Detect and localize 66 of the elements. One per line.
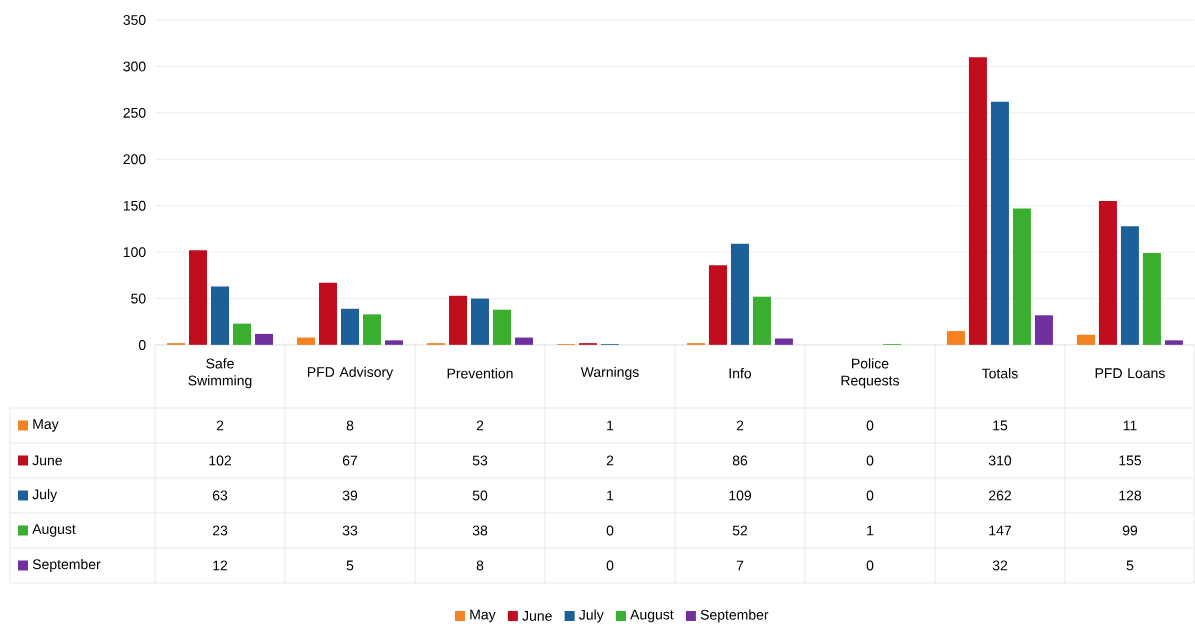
y-tick-label: 250 <box>123 107 146 118</box>
data-label: 5 <box>346 560 354 571</box>
x-tick-label: Safe Swimming <box>188 358 252 389</box>
x-tick-label: Warnings <box>580 366 639 380</box>
x-tick-label: Prevention <box>447 368 513 379</box>
data-label: 0 <box>606 560 614 571</box>
data-label: 102 <box>209 455 231 466</box>
data-label: 86 <box>732 455 748 466</box>
x-tick-label: PFD Advisory <box>307 366 394 380</box>
data-label: 53 <box>472 455 488 466</box>
data-label: 7 <box>736 560 744 571</box>
data-label: 2 <box>476 420 484 431</box>
data-label: 0 <box>866 455 874 466</box>
data-label: 262 <box>989 490 1011 501</box>
legend-label: September <box>32 558 101 573</box>
text: August <box>630 609 674 623</box>
data-label: 23 <box>212 525 228 536</box>
x-tick-label: Totals <box>981 368 1018 379</box>
y-tick-label: 100 <box>123 247 146 258</box>
y-tick-label: 150 <box>123 200 146 211</box>
data-label: 1 <box>607 420 614 431</box>
data-label: 38 <box>472 525 488 536</box>
data-label: 0 <box>866 420 874 431</box>
y-tick-label: 300 <box>123 61 146 72</box>
legend-label: July <box>32 488 58 503</box>
data-label: 8 <box>346 420 354 431</box>
data-label: 63 <box>212 490 228 501</box>
y-tick-label: 0 <box>138 340 146 350</box>
data-label: 15 <box>993 420 1008 431</box>
y-tick-label: 200 <box>123 154 146 165</box>
data-label: 0 <box>606 525 614 536</box>
data-label: 67 <box>342 455 358 466</box>
data-label: 310 <box>988 455 1012 466</box>
y-tick-label: 350 <box>123 15 146 25</box>
data-label: 11 <box>1123 420 1137 431</box>
text: May <box>470 609 496 623</box>
data-label: 52 <box>732 525 748 536</box>
legend-label: June <box>32 455 62 466</box>
x-tick-label: PFD Loans <box>1095 368 1165 379</box>
data-label: 0 <box>866 560 874 571</box>
data-label: 109 <box>729 490 752 501</box>
legend-label: May <box>33 419 59 432</box>
data-label: 99 <box>1122 525 1138 536</box>
data-label: 128 <box>1119 490 1142 501</box>
data-label: 155 <box>1119 455 1142 466</box>
data-label: 32 <box>992 560 1008 571</box>
data-label: 2 <box>216 420 224 431</box>
legend-label: August <box>32 524 76 537</box>
data-label: 8 <box>476 560 484 571</box>
data-label: 50 <box>472 490 488 501</box>
data-label: 1 <box>607 490 614 501</box>
data-label: 2 <box>606 455 614 466</box>
data-label: 147 <box>989 525 1011 536</box>
data-label: 33 <box>342 525 358 536</box>
x-tick-label: Police Requests <box>841 358 899 389</box>
text: July <box>579 609 604 623</box>
data-label: 39 <box>342 490 358 501</box>
data-label: 2 <box>736 420 744 431</box>
data-label: 5 <box>1126 560 1134 571</box>
data-label: 0 <box>866 490 874 501</box>
y-tick-label: 50 <box>131 293 146 304</box>
text: June <box>522 611 552 621</box>
text: September <box>700 609 769 623</box>
data-label: 1 <box>867 525 874 536</box>
x-tick-label: Info <box>729 368 752 379</box>
data-label: 12 <box>213 560 228 571</box>
